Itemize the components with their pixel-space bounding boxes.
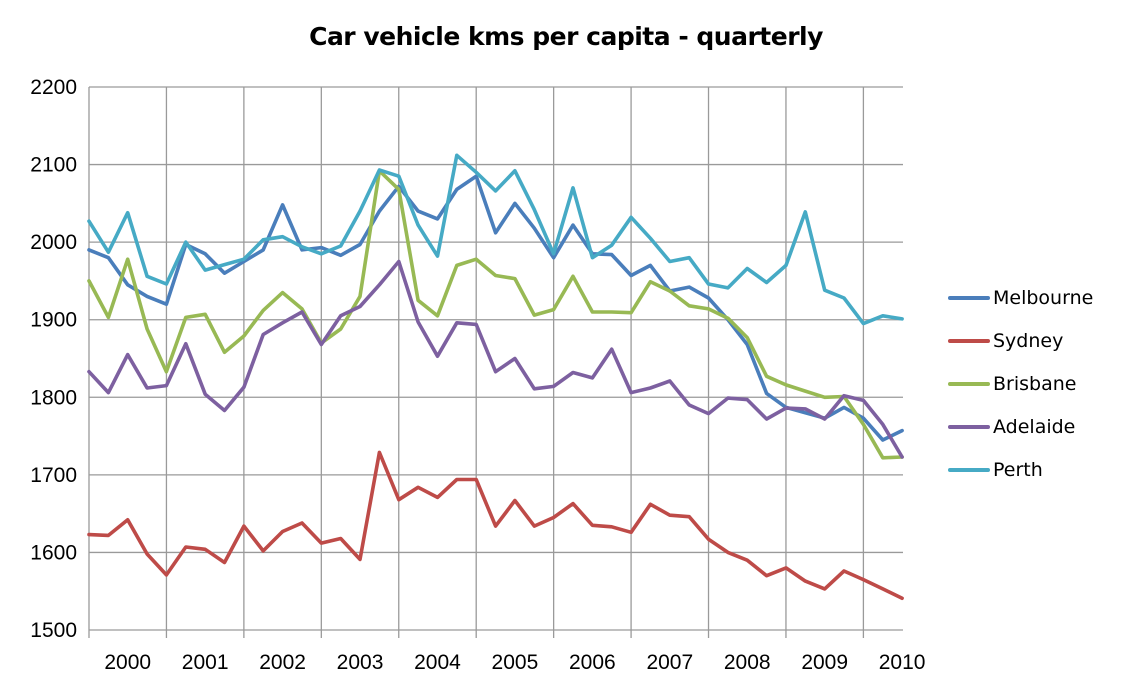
x-tick-label: 2001	[182, 651, 229, 674]
legend-item-perth: Perth	[948, 448, 1093, 491]
legend-item-adelaide: Adelaide	[948, 405, 1093, 448]
y-tick-label: 1600	[30, 541, 77, 564]
legend: Melbourne Sydney Brisbane Adelaide Perth	[948, 276, 1093, 491]
legend-label: Adelaide	[993, 415, 1076, 438]
y-tick-label: 1500	[30, 619, 77, 642]
series-lines	[87, 153, 904, 601]
legend-swatch	[948, 295, 990, 300]
legend-label: Perth	[993, 458, 1043, 481]
x-tick-label: 2009	[801, 651, 848, 674]
series-line-sydney	[87, 450, 904, 601]
x-tick-label: 2010	[879, 651, 926, 674]
legend-label: Sydney	[993, 329, 1064, 352]
legend-item-melbourne: Melbourne	[948, 276, 1093, 319]
x-tick-label: 2002	[259, 651, 306, 674]
x-tick-label: 2007	[646, 651, 693, 674]
legend-item-brisbane: Brisbane	[948, 362, 1093, 405]
x-tick-label: 2005	[492, 651, 539, 674]
series-line-melbourne	[87, 174, 904, 442]
legend-swatch	[948, 467, 990, 472]
legend-swatch	[948, 338, 990, 343]
legend-swatch	[948, 424, 990, 429]
x-tick-label: 2004	[414, 651, 461, 674]
legend-swatch	[948, 381, 990, 386]
y-tick-label: 1900	[30, 309, 77, 332]
y-tick-label: 2100	[30, 154, 77, 177]
series-line-brisbane	[87, 169, 904, 460]
x-axis-tick-labels: 2000 2001 2002 2003 2004 2005 2006 2007 2008 2009…	[104, 651, 925, 674]
x-tick-label: 2006	[569, 651, 616, 674]
x-tick-label: 2008	[724, 651, 771, 674]
x-tick-label: 2000	[104, 651, 151, 674]
y-tick-label: 2200	[30, 76, 77, 99]
y-axis-tick-labels: 1500 1600 1700 1800 1900 2000 2100 2200	[30, 76, 77, 642]
legend-label: Melbourne	[993, 286, 1094, 309]
y-tick-label: 1700	[30, 464, 77, 487]
chart-title: Car vehicle kms per capita - quarterly	[309, 22, 823, 51]
y-tick-label: 1800	[30, 386, 77, 409]
series-line-adelaide	[87, 259, 904, 459]
legend-item-sydney: Sydney	[948, 319, 1093, 362]
y-tick-label: 2000	[30, 231, 77, 254]
series-line-perth	[87, 153, 904, 326]
x-tick-label: 2003	[337, 651, 384, 674]
legend-label: Brisbane	[993, 372, 1077, 395]
gridlines	[88, 86, 903, 638]
